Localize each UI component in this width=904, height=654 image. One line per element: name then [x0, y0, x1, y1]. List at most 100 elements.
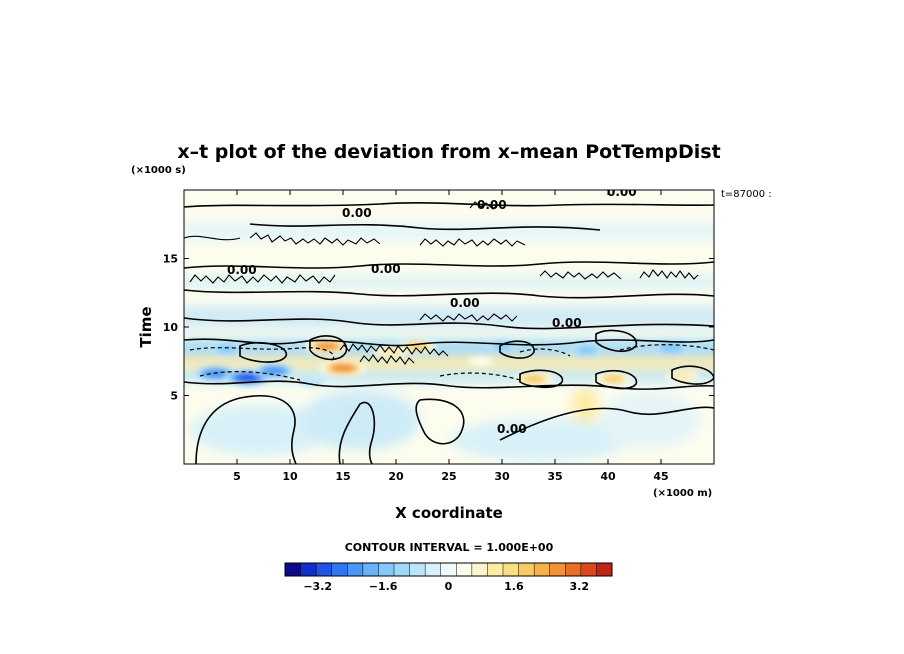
dashed-contour — [439, 372, 521, 381]
contour-label: 0.00 — [552, 316, 582, 330]
colorbar-swatch — [534, 563, 551, 576]
x-axis-label: X coordinate — [395, 504, 503, 522]
time-note: t=87000 : — [721, 189, 772, 200]
anomaly-blob — [261, 366, 287, 376]
x-tick-label: 45 — [653, 470, 668, 483]
contour-line — [338, 401, 376, 464]
contour-line — [499, 406, 714, 441]
contour-line — [595, 369, 638, 390]
colorbar-swatch — [440, 563, 457, 576]
colorbar-swatch — [518, 563, 535, 576]
dashed-contour — [519, 348, 571, 357]
colorbar-swatch — [362, 563, 379, 576]
colorbar-swatch — [487, 563, 504, 576]
colorbar-swatch — [456, 563, 473, 576]
contour-line — [419, 313, 518, 322]
contour-line — [469, 201, 499, 210]
anomaly-blob — [603, 375, 624, 383]
x-tick-label: 30 — [494, 470, 510, 483]
x-tick-label: 15 — [335, 470, 350, 483]
anomaly-blob — [315, 342, 339, 351]
anomaly-blob — [522, 374, 546, 384]
contour-label: 0.00 — [342, 206, 372, 220]
colorbar-tick-label: −1.6 — [369, 580, 398, 593]
contour-line — [184, 289, 714, 299]
plot-area: 0.00 0.00 0.00 0.00 0.00 0.00 0.00 0.00 — [184, 190, 714, 464]
x-tick-label: 25 — [441, 470, 456, 483]
anomaly-blob — [670, 372, 694, 381]
contour-line — [249, 223, 601, 231]
y-axis-label: Time — [137, 306, 155, 347]
contour-labels: 0.00 0.00 0.00 0.00 0.00 0.00 0.00 0.00 — [227, 190, 637, 436]
contour-line — [639, 269, 699, 280]
contour-line — [189, 274, 336, 284]
colorbar-swatch — [285, 563, 301, 576]
anomaly-features — [194, 338, 699, 387]
anomaly-blob — [235, 373, 260, 382]
x-tick-label: 5 — [233, 470, 241, 483]
contour-line — [415, 398, 465, 445]
colorbar-tick-label: 0 — [445, 580, 453, 593]
anomaly-blob — [330, 363, 356, 373]
contour-line — [309, 335, 348, 361]
contour-label: 0.00 — [227, 263, 257, 277]
colorbar-tick-label: −3.2 — [303, 580, 332, 593]
contour-line — [195, 395, 297, 464]
contour-line — [595, 329, 637, 353]
colorbar-swatch — [565, 563, 582, 576]
dashed-contour — [619, 344, 714, 351]
y-unit-label: (×1000 s) — [131, 165, 186, 176]
colorbar-swatch — [580, 563, 597, 576]
contour-line — [184, 202, 714, 208]
contour-interval-note: CONTOUR INTERVAL = 1.000E+00 — [345, 541, 554, 554]
contour-label: 0.00 — [371, 262, 401, 276]
colorbar-swatch — [347, 563, 364, 576]
contour-line — [339, 343, 449, 357]
colorbar-swatch — [471, 563, 488, 576]
contour-line — [239, 341, 287, 363]
band-pale-1 — [184, 276, 714, 288]
y-tick-label: 15 — [163, 253, 178, 266]
noisy-contour-clusters — [184, 201, 699, 365]
colorbar-swatch — [596, 563, 613, 576]
anomaly-blob — [377, 346, 404, 357]
lower-cool-patch-2 — [300, 390, 420, 450]
anomaly-blob — [215, 345, 238, 353]
x-tick-label: 10 — [282, 470, 298, 483]
lower-cool-patch-4 — [600, 392, 700, 448]
contour-lines — [184, 202, 714, 464]
contour-line — [359, 354, 415, 365]
x-tick-label: 35 — [547, 470, 562, 483]
colorbar-swatch — [394, 563, 410, 576]
lower-warm-patch — [571, 387, 599, 423]
colorbar-swatch — [425, 563, 442, 576]
contour-line — [519, 369, 563, 389]
colorbar-swatch — [549, 563, 566, 576]
contour-line — [419, 238, 526, 247]
y-tick-label: 5 — [170, 390, 178, 403]
colorbar-tick-label: 3.2 — [570, 580, 590, 593]
chart-title: x–t plot of the deviation from x–mean Po… — [177, 141, 720, 163]
anomaly-blob — [468, 356, 494, 366]
contour-label: 0.00 — [477, 198, 507, 212]
colorbar-tick-label: 1.6 — [504, 580, 524, 593]
contour-line — [184, 261, 714, 269]
contour-line — [184, 317, 714, 330]
colorbar-frame — [284, 562, 613, 577]
band-warm-1 — [184, 356, 714, 370]
y-tick-label: 10 — [163, 321, 179, 334]
band-upper-pale — [184, 222, 714, 240]
negative-contours — [189, 344, 714, 381]
colorbar — [284, 562, 613, 577]
x-tick-label: 20 — [388, 470, 404, 483]
lower-cool-patch-3 — [450, 418, 630, 462]
colorbar-ticks: −3.2 −1.6 0 1.6 3.2 — [303, 580, 589, 593]
contour-label: 0.00 — [497, 422, 527, 436]
contour-line — [499, 340, 535, 359]
contour-label: 0.00 — [450, 296, 480, 310]
anomaly-blob — [202, 368, 230, 379]
dashed-contour — [199, 371, 301, 381]
y-axis-ticks: 5 10 15 — [163, 253, 714, 403]
colorbar-swatch — [503, 563, 519, 576]
